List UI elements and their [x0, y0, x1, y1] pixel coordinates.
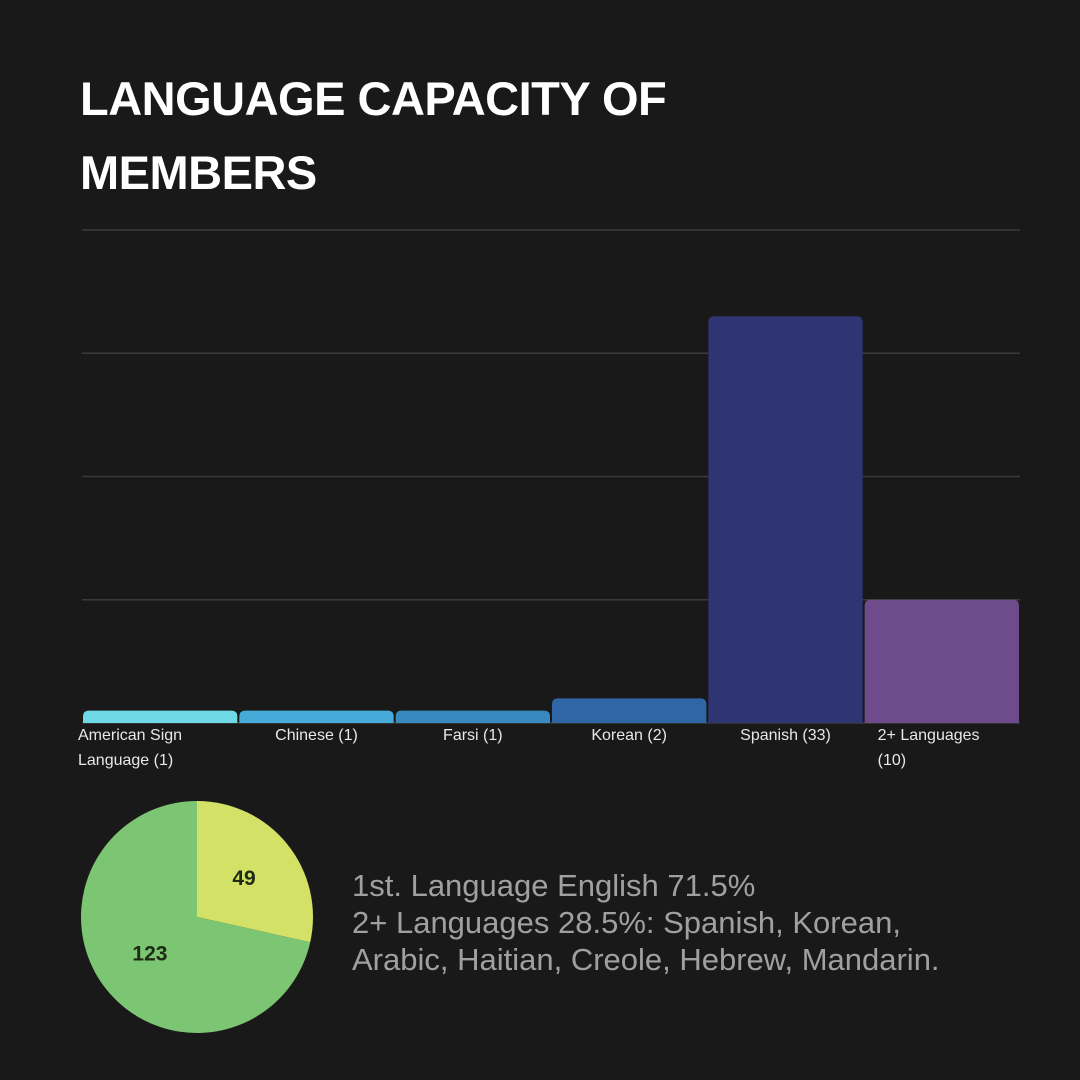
annotation-line: 2+ Languages 28.5%: Spanish, Korean, [352, 905, 901, 940]
annotation-line: 1st. Language English 71.5% [352, 868, 756, 903]
bar [552, 698, 707, 723]
slice-label: 123 [132, 942, 167, 965]
x-tick-label: 2+ Languages (10) [877, 727, 980, 769]
slice-label: 49 [232, 867, 255, 890]
x-tick-label: Chinese (1) [275, 727, 358, 744]
bar [395, 710, 550, 723]
x-tick-label: Korean (2) [591, 727, 667, 744]
pie-slice [80, 801, 311, 1033]
annotation-line: Arabic, Haitian, Creole, Hebrew, Mandari… [352, 942, 940, 977]
x-tick-label: Farsi (1) [443, 727, 503, 744]
bar [83, 710, 238, 723]
bar [864, 599, 1019, 723]
pie-slice [197, 801, 313, 943]
chart-title: LANGUAGE CAPACITY OF MEMBERS [80, 72, 667, 199]
x-tick-label: Spanish (33) [740, 727, 831, 744]
x-tick-label: American Sign Language (1) [78, 727, 183, 769]
annotation: 1st. Language English 71.5% 2+ Languages … [352, 867, 940, 978]
bar [708, 316, 863, 723]
bar [239, 710, 394, 723]
